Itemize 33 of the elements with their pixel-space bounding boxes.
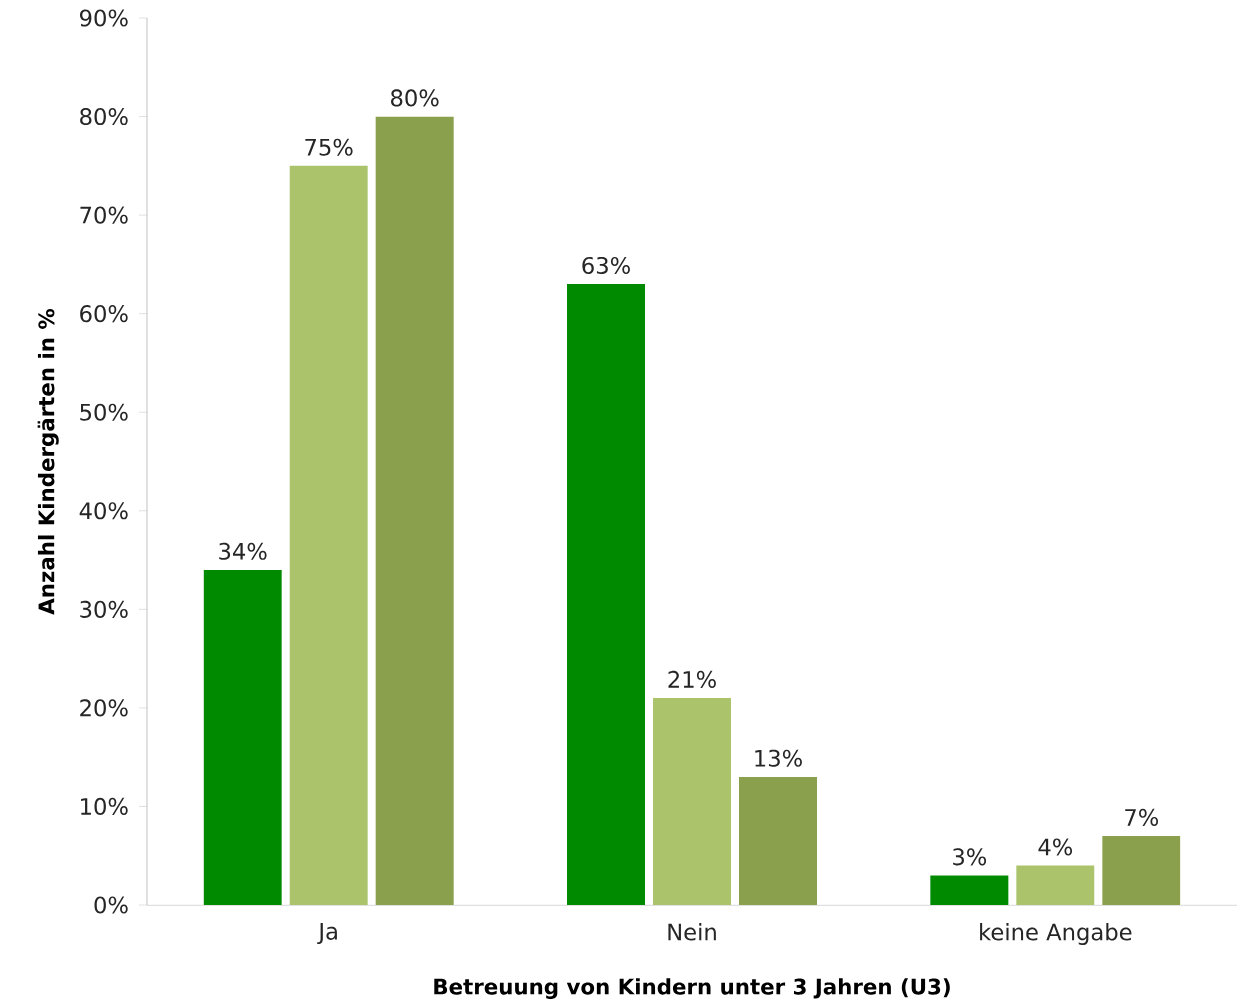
bar	[930, 875, 1009, 905]
x-tick-label: Nein	[668, 923, 716, 941]
y-tick-label: 70%	[80, 206, 128, 224]
data-label: 21%	[668, 670, 716, 688]
y-tick-label: 20%	[80, 699, 128, 717]
y-axis-title: Anzahl Kindergärten in %	[37, 308, 59, 615]
bar	[653, 698, 732, 905]
data-label: 80%	[391, 89, 439, 107]
data-label: 34%	[219, 542, 267, 560]
data-label: 7%	[1125, 808, 1159, 826]
y-tick-label: 80%	[80, 107, 128, 126]
x-tick-label: Ja	[317, 923, 337, 945]
x-axis-title: Betreuung von Kindern unter 3 Jahren (U3)	[434, 978, 950, 999]
y-tick-label: 10%	[81, 797, 128, 816]
data-label: 63%	[582, 256, 630, 275]
y-tick-label: 60%	[80, 305, 128, 323]
bar	[289, 165, 368, 905]
bar	[739, 776, 818, 905]
y-tick-label: 90%	[80, 9, 128, 27]
bar	[203, 569, 282, 905]
y-tick-label: 40%	[79, 502, 128, 520]
data-label: 3%	[953, 848, 987, 866]
bar	[375, 116, 454, 905]
data-label: 75%	[305, 138, 353, 156]
x-tick-label: keine Angabe	[980, 923, 1132, 945]
bar	[567, 284, 646, 905]
data-label: 13%	[755, 749, 802, 767]
bar	[1016, 865, 1095, 905]
data-label: 4%	[1038, 838, 1073, 856]
bar	[1102, 836, 1181, 905]
y-tick-label: 30%	[80, 600, 128, 618]
y-tick-label: 50%	[80, 403, 128, 421]
y-tick-label: 0%	[94, 896, 128, 914]
